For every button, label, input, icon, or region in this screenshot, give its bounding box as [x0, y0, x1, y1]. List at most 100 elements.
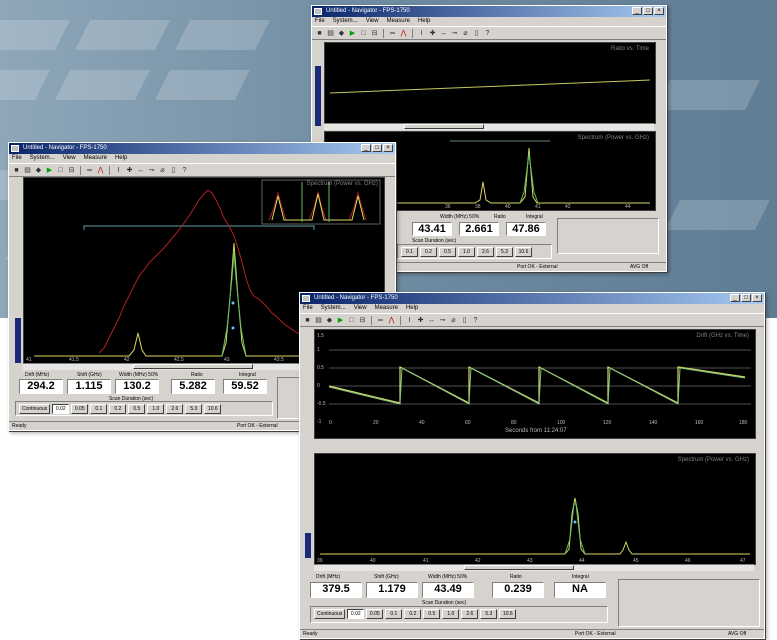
- open-icon[interactable]: ▤: [327, 29, 334, 37]
- menu-system[interactable]: System...: [320, 305, 346, 311]
- arrows-icon[interactable]: ↔: [428, 316, 435, 324]
- scan-button[interactable]: 0.2: [420, 247, 437, 257]
- minimize-button[interactable]: _: [730, 294, 740, 302]
- scroll-thumb[interactable]: [464, 565, 574, 570]
- peak-icon[interactable]: ⋀: [388, 316, 395, 324]
- split-icon[interactable]: ⊟: [359, 316, 366, 324]
- save-icon[interactable]: ■: [305, 316, 310, 324]
- play-icon[interactable]: ▶: [46, 166, 53, 174]
- scan-button[interactable]: 0.1: [90, 404, 108, 414]
- menu-file[interactable]: File: [12, 155, 22, 161]
- ratio-plot[interactable]: Ratio vs. Time: [324, 42, 656, 124]
- scan-button[interactable]: 0.1: [385, 609, 403, 619]
- frame-icon[interactable]: □: [361, 29, 366, 37]
- frame-icon[interactable]: □: [58, 166, 63, 174]
- scan-button[interactable]: 0.02: [52, 404, 70, 414]
- minimize-button[interactable]: _: [632, 7, 642, 15]
- help-icon[interactable]: ?: [473, 316, 478, 324]
- scan-button[interactable]: 0.02: [347, 609, 365, 619]
- menu-measure[interactable]: Measure: [386, 18, 410, 24]
- close-button[interactable]: ×: [654, 7, 664, 15]
- erase-icon[interactable]: ⌀: [463, 29, 468, 37]
- scroll-thumb[interactable]: [133, 364, 253, 369]
- erase-icon[interactable]: ⌀: [451, 316, 456, 324]
- doc-icon[interactable]: ▯: [462, 316, 467, 324]
- split-icon[interactable]: ⊟: [68, 166, 75, 174]
- run-icon[interactable]: ◆: [338, 29, 345, 37]
- scan-button[interactable]: 0.5: [128, 404, 146, 414]
- help-icon[interactable]: ?: [485, 29, 490, 37]
- horizontal-scrollbar[interactable]: [324, 123, 654, 130]
- scan-button[interactable]: 1.0: [458, 247, 475, 257]
- scan-button-continuous[interactable]: Continuous: [19, 404, 51, 414]
- scroll-thumb[interactable]: [404, 124, 484, 129]
- title-bar[interactable]: Untitled - Navigator - FPS-1750 _ □ ×: [312, 6, 666, 17]
- menu-help[interactable]: Help: [417, 18, 431, 24]
- link-icon[interactable]: ⊸: [451, 29, 458, 37]
- link-icon[interactable]: ⊸: [148, 166, 155, 174]
- split-icon[interactable]: ⊟: [371, 29, 378, 37]
- maximize-button[interactable]: □: [372, 144, 382, 152]
- open-icon[interactable]: ▤: [24, 166, 31, 174]
- drift-plot[interactable]: Drift (GHz vs. Time) 1.5 1 0.5 0 -0.5 -1…: [314, 329, 756, 439]
- scan-button-continuous[interactable]: Continuous: [314, 609, 346, 619]
- scan-button[interactable]: 2.6: [477, 247, 494, 257]
- menu-file[interactable]: File: [315, 18, 325, 24]
- crosshair-icon[interactable]: ✚: [417, 316, 424, 324]
- save-icon[interactable]: ■: [317, 29, 322, 37]
- menu-view[interactable]: View: [62, 155, 76, 161]
- run-icon[interactable]: ◆: [35, 166, 42, 174]
- scan-button[interactable]: 5.3: [496, 247, 513, 257]
- scan-button[interactable]: 0.2: [109, 404, 127, 414]
- menu-system[interactable]: System...: [29, 155, 55, 161]
- menu-measure[interactable]: Measure: [374, 305, 398, 311]
- menu-system[interactable]: System...: [332, 18, 358, 24]
- doc-icon[interactable]: ▯: [474, 29, 479, 37]
- spectrum-plot[interactable]: Spectrum (Power vs. GHz) 39 40 41 42 43 …: [314, 453, 756, 565]
- peak-icon[interactable]: ⋀: [400, 29, 407, 37]
- menu-file[interactable]: File: [303, 305, 313, 311]
- help-icon[interactable]: ?: [182, 166, 187, 174]
- open-icon[interactable]: ▤: [315, 316, 322, 324]
- scan-button[interactable]: 0.5: [439, 247, 456, 257]
- scan-button[interactable]: 0.1: [401, 247, 418, 257]
- scan-button[interactable]: 0.5: [423, 609, 441, 619]
- scan-button[interactable]: 10.6: [204, 404, 222, 414]
- scan-button[interactable]: 5.3: [185, 404, 203, 414]
- menu-view[interactable]: View: [365, 18, 379, 24]
- meter-icon[interactable]: ═: [390, 29, 395, 37]
- scan-button[interactable]: 1.0: [442, 609, 460, 619]
- scan-button[interactable]: 0.05: [366, 609, 384, 619]
- title-bar[interactable]: Untitled - Navigator - FPS-1750 _ □ ×: [300, 293, 764, 304]
- doc-icon[interactable]: ▯: [171, 166, 176, 174]
- menu-help[interactable]: Help: [114, 155, 128, 161]
- close-button[interactable]: ×: [383, 144, 393, 152]
- scan-button[interactable]: 5.3: [480, 609, 498, 619]
- scan-button[interactable]: 0.2: [404, 609, 422, 619]
- cursor-icon[interactable]: I: [408, 316, 411, 324]
- scan-button[interactable]: 1.0: [147, 404, 165, 414]
- crosshair-icon[interactable]: ✚: [429, 29, 436, 37]
- peak-icon[interactable]: ⋀: [97, 166, 104, 174]
- title-bar[interactable]: Untitled - Navigator - FPS-1750 _ □ ×: [9, 143, 395, 154]
- menu-view[interactable]: View: [353, 305, 367, 311]
- maximize-button[interactable]: □: [741, 294, 751, 302]
- horizontal-scrollbar[interactable]: [23, 363, 383, 370]
- link-icon[interactable]: ⊸: [439, 316, 446, 324]
- scan-button[interactable]: 0.05: [71, 404, 89, 414]
- cursor-icon[interactable]: I: [117, 166, 120, 174]
- menu-measure[interactable]: Measure: [83, 155, 107, 161]
- frame-icon[interactable]: □: [349, 316, 354, 324]
- arrows-icon[interactable]: ↔: [440, 29, 447, 37]
- cursor-icon[interactable]: I: [420, 29, 423, 37]
- scan-button[interactable]: 2.6: [166, 404, 184, 414]
- run-icon[interactable]: ◆: [326, 316, 333, 324]
- minimize-button[interactable]: _: [361, 144, 371, 152]
- scan-button[interactable]: 10.6: [515, 247, 532, 257]
- meter-icon[interactable]: ═: [378, 316, 383, 324]
- horizontal-scrollbar[interactable]: [314, 564, 754, 571]
- close-button[interactable]: ×: [752, 294, 762, 302]
- save-icon[interactable]: ■: [14, 166, 19, 174]
- crosshair-icon[interactable]: ✚: [126, 166, 133, 174]
- erase-icon[interactable]: ⌀: [160, 166, 165, 174]
